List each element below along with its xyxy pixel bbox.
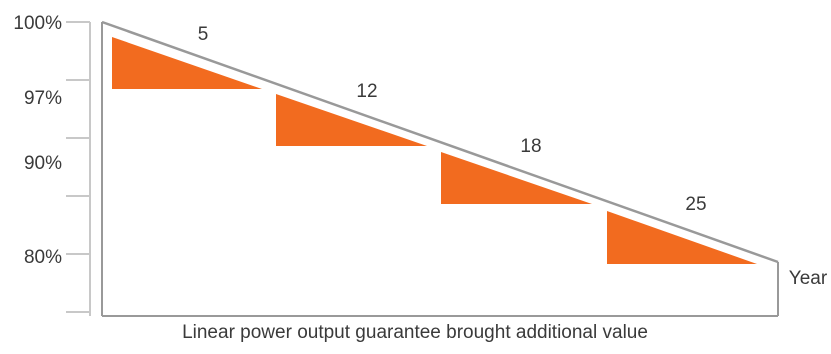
chart-caption: Linear power output guarantee brought ad… [182,322,648,343]
step-label: 25 [685,194,706,215]
step-label: 12 [356,81,377,102]
y-axis [66,21,91,316]
step-triangle-5 [112,37,262,89]
y-tick-label: 97% [24,88,62,109]
step-fills [112,37,757,264]
y-tick-label: 90% [24,153,62,174]
step-triangle-25 [607,211,757,264]
guarantee-line [101,20,779,264]
y-tick-label: 80% [24,247,62,268]
step-label: 5 [198,24,209,45]
x-axis-label: Year [789,268,828,289]
step-triangle-12 [276,94,427,146]
y-tick-label: 100% [13,13,62,34]
chart-labels: 100% 97% 90% 80% 5 12 18 25 Year Linear power out… [13,13,827,343]
guarantee-lines [101,20,779,317]
step-triangle-18 [441,152,592,204]
step-label: 18 [520,136,541,157]
